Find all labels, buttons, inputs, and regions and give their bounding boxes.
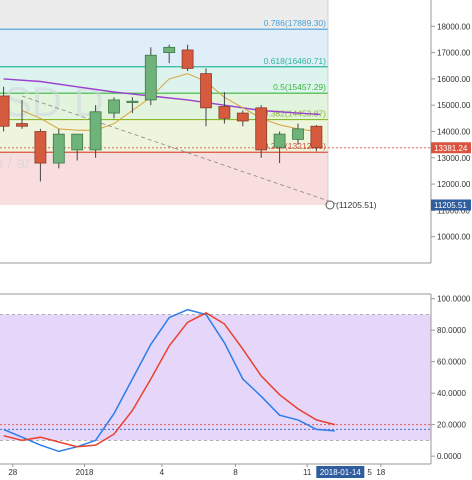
time-tick-label: 2018 (76, 468, 94, 477)
oscillator-tick-label: 100.0000 (437, 295, 471, 304)
price-tick-label: 10000.00 (437, 233, 471, 242)
candle-body (34, 131, 47, 164)
candle-body (292, 128, 304, 140)
fib-zone (0, 66, 328, 94)
price-tag-label: 13381.24 (434, 144, 468, 153)
price-tick-label: 14000.00 (437, 128, 471, 137)
price-tick-label: 18000.00 (437, 22, 471, 31)
candle-body (0, 95, 10, 127)
oscillator-tick-label: 0.0000 (437, 452, 462, 461)
candle-body (144, 54, 157, 101)
moving-average-purple (3, 78, 321, 116)
oscillator-series-line (3, 308, 335, 453)
oscillator-series-line (3, 312, 335, 448)
fib-label: (11205.51) (336, 200, 377, 210)
oscillator-axis: 0.0000 20.0000 40.0000 60.0000 80.0000 100.00… (430, 294, 471, 464)
fib-label: 0.5(15457.29) (273, 82, 326, 92)
oscillator-panel (0, 293, 431, 464)
oscillator-tick-label: 60.0000 (437, 358, 466, 367)
overlay-lines (0, 73, 431, 206)
price-tick-label: 12000.00 (437, 180, 471, 189)
fib-anchor-point (325, 200, 335, 210)
time-tick-label: 28 (8, 468, 17, 477)
candle-body (163, 46, 176, 53)
watermark-text: ISD D (0, 78, 104, 125)
time-axis: 28 2018 4 8 11 18 2018-01-14 5 (0, 463, 431, 478)
trend-line (21, 95, 341, 206)
fib-label: 0.618(16460.71) (264, 56, 327, 66)
price-tick-label: 17000.00 (437, 49, 471, 58)
candle-body (89, 111, 102, 151)
candles (0, 44, 323, 182)
price-tick-label: 11000.00 (437, 206, 470, 215)
price-axis: 10000.00 11000.00 12000.00 13000.00 14000.00… (0, 0, 471, 264)
candle-body (16, 123, 28, 127)
price-tick-label: 15000.00 (437, 101, 471, 110)
fib-label: 0.786(17889.30) (264, 18, 327, 28)
candle-body (71, 133, 84, 151)
oscillator-lines (3, 308, 335, 453)
time-tick-label: 4 (160, 468, 165, 477)
candle-body (255, 107, 268, 151)
oscillator-tick-label: 80.0000 (437, 326, 466, 335)
candle-body (218, 106, 231, 119)
time-tick-label: 8 (233, 468, 238, 477)
candle-body (52, 133, 65, 164)
time-tick-label: 5 (367, 468, 372, 477)
price-tick-label: 16000.00 (437, 75, 471, 84)
time-tick-label: 11 (303, 468, 312, 477)
time-cursor-tag (316, 466, 365, 478)
candle-body (181, 49, 194, 69)
time-tick-label: 18 (376, 468, 385, 477)
oscillator-tick-label: 20.0000 (437, 421, 466, 430)
price-tag (431, 142, 471, 154)
watermark-sub: n / ar (0, 155, 31, 172)
price-tick-label: 13000.00 (437, 154, 471, 163)
moving-average-orange (21, 73, 317, 132)
time-cursor-label: 2018-01-14 (320, 468, 361, 477)
candle-body (108, 99, 120, 114)
oscillator-band (0, 314, 431, 441)
candle-body (200, 73, 212, 109)
price-tag-label: 11205.51 (434, 201, 467, 210)
candle-body (126, 100, 139, 103)
watermark: ISD D n / ar (0, 78, 104, 172)
candle-body (236, 112, 249, 122)
price-tag (431, 199, 471, 211)
candle-body (273, 133, 286, 148)
candle-body (310, 125, 323, 149)
fib-label: 0.236(13212.35) (264, 141, 327, 151)
oscillator-tick-label: 40.0000 (437, 389, 466, 398)
fib-zone-top (0, 0, 328, 30)
fib-zone (0, 152, 328, 205)
